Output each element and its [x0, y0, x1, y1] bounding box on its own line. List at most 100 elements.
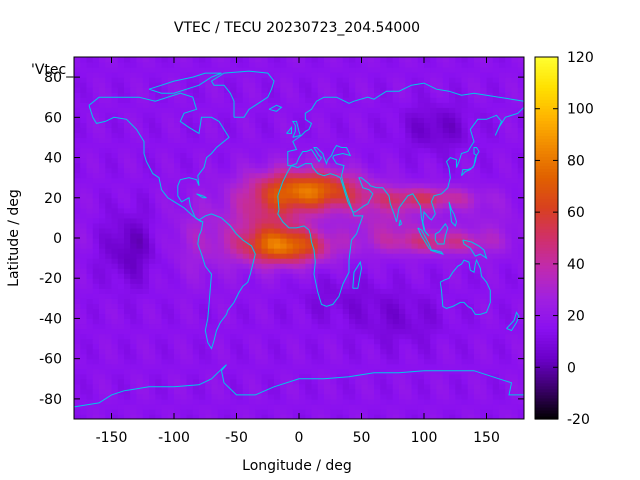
heatmap-cell: [324, 413, 331, 419]
heatmap-cell: [399, 137, 406, 144]
heatmap-cell: [149, 368, 156, 375]
heatmap-cell: [436, 383, 444, 390]
heatmap-cell: [299, 293, 306, 299]
heatmap-cell: [186, 97, 194, 103]
heatmap-cell: [92, 333, 100, 340]
heatmap-cell: [274, 162, 281, 169]
heatmap-cell: [130, 343, 138, 350]
heatmap-cell: [286, 192, 294, 199]
heatmap-cell: [361, 278, 369, 284]
heatmap-cell: [267, 313, 275, 320]
heatmap-cell: [211, 378, 219, 385]
heatmap-cell: [186, 273, 194, 279]
heatmap-cell: [180, 147, 188, 154]
heatmap-cell: [80, 298, 88, 304]
heatmap-cell: [161, 227, 169, 234]
heatmap-cell: [136, 338, 144, 345]
heatmap-cell: [99, 378, 106, 385]
heatmap-cell: [286, 197, 294, 204]
heatmap-cell: [317, 107, 325, 113]
heatmap-cell: [349, 413, 356, 419]
heatmap-cell: [386, 413, 394, 419]
heatmap-cell: [192, 222, 200, 229]
heatmap-cell: [86, 338, 94, 345]
heatmap-cell: [217, 258, 225, 264]
heatmap-cell: [155, 127, 163, 134]
heatmap-cell: [267, 383, 275, 390]
heatmap-cell: [511, 323, 519, 330]
heatmap-cell: [474, 127, 481, 134]
heatmap-cell: [249, 82, 256, 88]
heatmap-cell: [424, 248, 431, 254]
heatmap-cell: [311, 107, 319, 113]
heatmap-cell: [424, 77, 431, 83]
heatmap-cell: [436, 162, 444, 169]
heatmap-cell: [380, 102, 388, 108]
heatmap-cell: [424, 413, 431, 419]
heatmap-cell: [330, 273, 338, 279]
heatmap-cell: [511, 187, 519, 194]
heatmap-cell: [199, 303, 206, 309]
heatmap-cell: [311, 227, 319, 234]
heatmap-cell: [274, 338, 281, 345]
heatmap-cell: [74, 127, 81, 134]
heatmap-cell: [367, 343, 375, 350]
heatmap-cell: [505, 107, 513, 113]
heatmap-cell: [99, 283, 106, 289]
heatmap-cell: [386, 72, 394, 78]
heatmap-cell: [161, 192, 169, 199]
heatmap-cell: [111, 403, 119, 410]
heatmap-cell: [299, 328, 306, 335]
heatmap-cell: [124, 403, 131, 410]
heatmap-cell: [442, 152, 450, 159]
heatmap-cell: [480, 413, 488, 419]
heatmap-cell: [136, 182, 144, 189]
heatmap-cell: [461, 107, 469, 113]
heatmap-cell: [424, 288, 431, 294]
heatmap-cell: [480, 87, 488, 93]
heatmap-cell: [292, 403, 300, 410]
heatmap-cell: [117, 298, 125, 304]
heatmap-cell: [417, 388, 425, 395]
heatmap-cell: [186, 353, 194, 360]
heatmap-cell: [155, 177, 163, 184]
heatmap-cell: [367, 258, 375, 264]
heatmap-cell: [236, 222, 244, 229]
heatmap-cell: [380, 197, 388, 204]
heatmap-cell: [274, 227, 281, 234]
heatmap-cell: [499, 368, 506, 375]
heatmap-cell: [292, 112, 300, 118]
heatmap-cell: [92, 238, 100, 244]
heatmap-cell: [211, 363, 219, 370]
heatmap-cell: [442, 383, 450, 390]
heatmap-cell: [136, 393, 144, 400]
heatmap-cell: [286, 348, 294, 355]
heatmap-cell: [405, 383, 413, 390]
heatmap-cell: [330, 202, 338, 209]
heatmap-cell: [92, 298, 100, 304]
heatmap-cell: [111, 212, 119, 219]
heatmap-cell: [492, 253, 500, 259]
heatmap-cell: [280, 122, 288, 128]
heatmap-cell: [136, 398, 144, 405]
heatmap-cell: [117, 227, 125, 234]
heatmap-cell: [86, 328, 94, 335]
heatmap-cell: [249, 197, 256, 204]
heatmap-cell: [486, 192, 494, 199]
heatmap-cell: [480, 187, 488, 194]
heatmap-cell: [211, 192, 219, 199]
heatmap-cell: [411, 122, 419, 128]
heatmap-cell: [255, 117, 263, 123]
heatmap-cell: [324, 152, 331, 159]
heatmap-cell: [324, 162, 331, 169]
heatmap-cell: [324, 313, 331, 320]
heatmap-cell: [311, 318, 319, 325]
heatmap-cell: [267, 363, 275, 370]
heatmap-cell: [86, 398, 94, 405]
heatmap-cell: [424, 408, 431, 415]
heatmap-cell: [242, 333, 250, 340]
heatmap-cell: [99, 137, 106, 144]
heatmap-cell: [155, 232, 163, 239]
heatmap-cell: [280, 258, 288, 264]
heatmap-cell: [455, 122, 463, 128]
